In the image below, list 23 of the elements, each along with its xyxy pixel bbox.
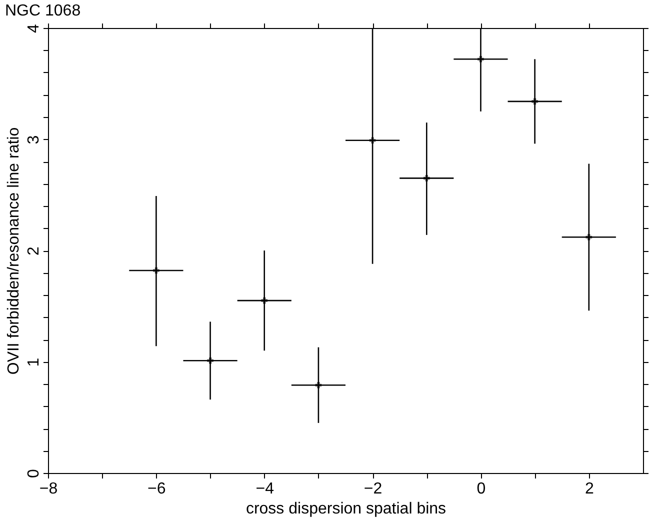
chart-title: NGC 1068 [5, 2, 81, 20]
x-tick-label: −2 [364, 480, 382, 498]
x-tick-label: −8 [39, 480, 58, 498]
point [423, 175, 430, 182]
point [207, 357, 214, 364]
y-tick-label: 3 [26, 135, 42, 144]
y-axis-title: OVII forbidden/resonance line ratio [6, 127, 22, 375]
x-tick-label: 0 [476, 480, 486, 498]
point [586, 234, 592, 240]
y-tick-label: 4 [26, 24, 42, 33]
x-tick-label: −4 [256, 480, 274, 498]
point [369, 137, 376, 144]
y-tick-label: 0 [26, 468, 42, 478]
point [478, 56, 484, 62]
x-axis-title: cross dispersion spatial bins [246, 500, 446, 518]
point [532, 98, 538, 105]
point [261, 297, 268, 304]
x-tick-label: 2 [584, 480, 594, 498]
x-tick-label: −6 [148, 480, 166, 498]
point [315, 382, 322, 388]
y-tick-label: 2 [26, 246, 42, 256]
y-tick-label: 1 [26, 358, 42, 367]
point [153, 267, 160, 274]
